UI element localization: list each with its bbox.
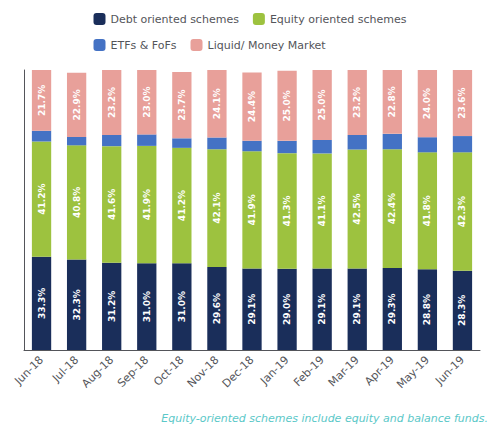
svg-text:Liquid/ Money Market: Liquid/ Money Market bbox=[208, 39, 327, 52]
svg-text:Jan-19: Jan-19 bbox=[257, 353, 292, 388]
svg-text:41.8%: 41.8% bbox=[422, 195, 432, 226]
svg-text:23.2%: 23.2% bbox=[107, 87, 117, 118]
svg-text:29.1%: 29.1% bbox=[352, 294, 362, 325]
svg-text:Jul-18: Jul-18 bbox=[49, 353, 81, 385]
svg-text:24.1%: 24.1% bbox=[212, 88, 222, 119]
svg-text:23.7%: 23.7% bbox=[177, 90, 187, 121]
svg-text:Aug-18: Aug-18 bbox=[79, 353, 116, 390]
svg-text:29.3%: 29.3% bbox=[387, 293, 397, 324]
svg-text:Equity oriented schemes: Equity oriented schemes bbox=[270, 13, 407, 26]
svg-text:23.2%: 23.2% bbox=[352, 87, 362, 118]
svg-text:41.3%: 41.3% bbox=[282, 195, 292, 226]
svg-text:Debt oriented schemes: Debt oriented schemes bbox=[111, 13, 240, 26]
svg-text:24.4%: 24.4% bbox=[247, 91, 257, 122]
svg-text:41.2%: 41.2% bbox=[177, 190, 187, 221]
svg-text:41.2%: 41.2% bbox=[37, 183, 47, 214]
svg-text:ETFs & FoFs: ETFs & FoFs bbox=[111, 39, 177, 52]
svg-text:42.1%: 42.1% bbox=[212, 193, 222, 224]
svg-text:25.0%: 25.0% bbox=[282, 90, 292, 121]
svg-text:24.0%: 24.0% bbox=[422, 88, 432, 119]
svg-text:May-19: May-19 bbox=[394, 353, 432, 391]
svg-text:41.1%: 41.1% bbox=[317, 195, 327, 226]
svg-text:Feb-19: Feb-19 bbox=[291, 353, 327, 389]
svg-text:41.9%: 41.9% bbox=[247, 194, 257, 225]
svg-text:29.1%: 29.1% bbox=[317, 294, 327, 325]
svg-text:Sep-18: Sep-18 bbox=[115, 353, 152, 390]
svg-text:Nov-18: Nov-18 bbox=[185, 353, 222, 390]
svg-text:29.0%: 29.0% bbox=[282, 294, 292, 325]
svg-text:28.8%: 28.8% bbox=[422, 294, 432, 325]
svg-text:41.9%: 41.9% bbox=[142, 189, 152, 220]
svg-text:Apr-19: Apr-19 bbox=[362, 353, 397, 388]
svg-text:29.1%: 29.1% bbox=[247, 294, 257, 325]
svg-text:23.0%: 23.0% bbox=[142, 87, 152, 118]
svg-text:Dec-18: Dec-18 bbox=[220, 353, 257, 390]
svg-text:33.3%: 33.3% bbox=[37, 288, 47, 319]
svg-text:42.3%: 42.3% bbox=[457, 196, 467, 227]
svg-text:Jun-18: Jun-18 bbox=[11, 353, 46, 388]
svg-text:29.6%: 29.6% bbox=[212, 293, 222, 324]
svg-text:23.6%: 23.6% bbox=[457, 87, 467, 118]
svg-text:40.8%: 40.8% bbox=[72, 187, 82, 218]
svg-text:22.8%: 22.8% bbox=[387, 86, 397, 117]
svg-text:32.3%: 32.3% bbox=[72, 289, 82, 320]
svg-text:31.2%: 31.2% bbox=[107, 291, 117, 322]
svg-text:42.4%: 42.4% bbox=[387, 193, 397, 224]
svg-text:Mar-19: Mar-19 bbox=[326, 353, 362, 389]
svg-text:28.3%: 28.3% bbox=[457, 295, 467, 326]
svg-text:22.9%: 22.9% bbox=[72, 89, 82, 120]
svg-text:42.5%: 42.5% bbox=[352, 193, 362, 224]
svg-text:25.0%: 25.0% bbox=[317, 89, 327, 120]
svg-text:31.0%: 31.0% bbox=[142, 291, 152, 322]
svg-text:Jun-19: Jun-19 bbox=[432, 353, 467, 388]
svg-text:21.7%: 21.7% bbox=[37, 85, 47, 116]
svg-text:Oct-18: Oct-18 bbox=[151, 353, 186, 388]
svg-text:31.0%: 31.0% bbox=[177, 291, 187, 322]
svg-text:Equity-oriented schemes includ: Equity-oriented schemes include equity a… bbox=[161, 412, 488, 425]
svg-text:41.6%: 41.6% bbox=[107, 189, 117, 220]
